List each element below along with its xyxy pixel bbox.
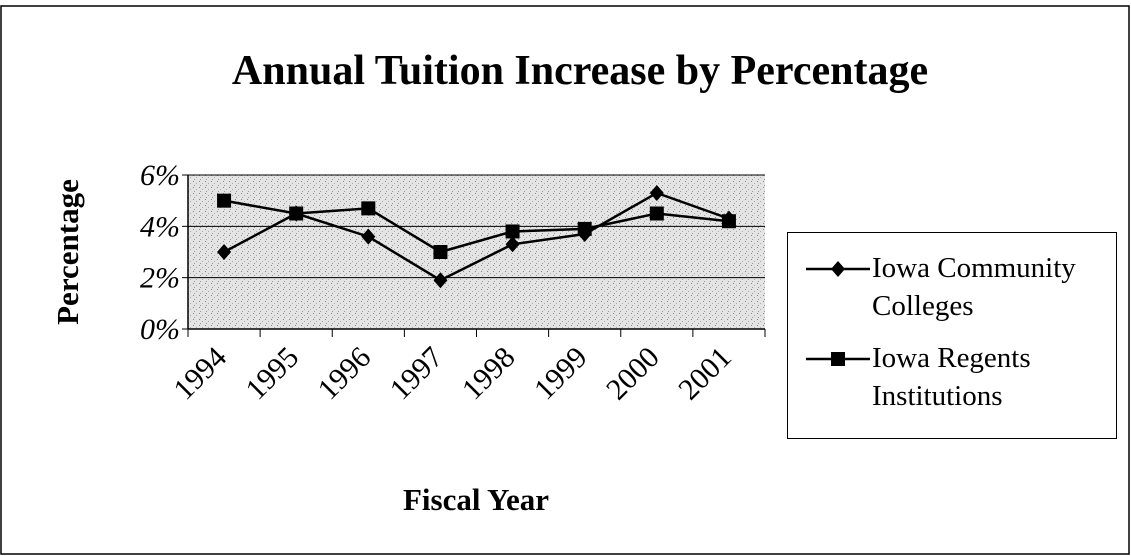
x-tick-label: 1995 [239,341,305,407]
marker [433,272,448,289]
y-tick-label: 0% [140,313,180,346]
y-tick-label: 2% [140,262,180,295]
y-axis-label: Percentage [50,179,85,325]
marker [361,228,376,245]
chart-title: Annual Tuition Increase by Percentage [232,48,928,94]
x-tick-label: 1998 [456,341,522,407]
marker [217,244,232,260]
legend: Iowa Community Colleges Iowa Regents Inst… [787,232,1117,439]
legend-entry: Iowa Community Colleges [802,249,1116,325]
marker [649,206,664,221]
y-tick-label: 6% [140,159,180,192]
marker [217,193,232,208]
marker [289,206,304,221]
legend-entry: Iowa Regents Institutions [802,339,1116,415]
x-tick-label: 1999 [528,341,594,407]
chart-border [0,5,1130,555]
marker [433,245,448,259]
series-line [223,199,730,254]
marker [361,201,376,216]
x-axis-label: Fiscal Year [403,482,549,517]
y-tick-label: 4% [140,210,180,243]
x-tick-label: 2001 [672,341,738,407]
legend-label: Iowa Community Colleges [872,252,1076,322]
marker [831,261,845,277]
marker [505,224,520,239]
marker [649,184,664,201]
series-line [223,191,730,282]
marker [831,352,845,366]
legend-label: Iowa Regents Institutions [872,342,1031,412]
legend-swatch [806,352,870,366]
marker [505,236,520,253]
plot-area [188,175,765,329]
marker [577,221,592,236]
x-tick-label: 1996 [312,341,378,407]
x-tick-label: 2000 [600,341,666,407]
marker [721,214,736,229]
x-tick-label: 1997 [384,341,450,407]
legend-swatch [806,261,870,277]
x-tick-label: 1994 [167,341,233,407]
